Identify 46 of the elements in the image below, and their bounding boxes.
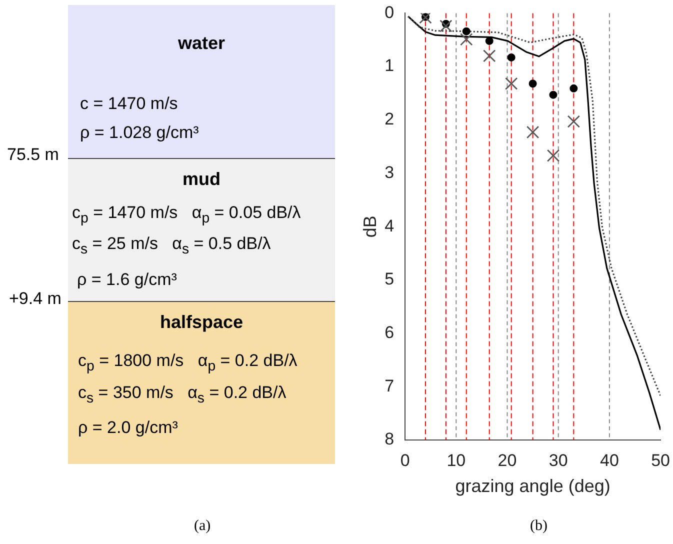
y-tick-label: 8 [384,430,394,449]
category-label: mud [182,169,222,190]
point [485,36,494,45]
point [440,20,452,32]
x-tick-label: 10 [446,450,466,470]
point [483,50,496,62]
x-tick-label: 40 [600,450,619,470]
y-tick-label: 0 [384,2,394,22]
text: c = 1470 m/s [80,94,178,113]
text: c$_{p}$ = 1470 m/s α$_{p}$ = 0.05 dB/λ [72,203,301,226]
y-tick-label: 6 [384,322,394,342]
y-tick-label: 4 [384,216,394,236]
point [460,32,473,46]
point [570,84,578,92]
y-tick-label: 1 [384,56,394,76]
y-tick-label: 3 [384,162,394,182]
y-tick-label: 2 [384,110,394,129]
text: ρ = 1.028 g/cm³ [80,123,199,142]
text: ρ = 1.6 g/cm³ [77,270,177,289]
text: c$_{s}$ = 25 m/s α$_{s}$ = 0.5 dB/λ [72,234,271,258]
point [507,53,516,62]
point [549,90,558,99]
point [546,149,560,162]
x-tick-label: 0 [400,450,410,470]
x-tick-label: 30 [548,450,568,470]
text: ρ = 2.0 g/cm³ [78,418,178,437]
x-tick-label: 20 [498,450,517,470]
point [504,77,518,90]
y-tick-label: 5 [384,270,394,289]
point [526,126,540,139]
category-label: water [176,33,226,54]
x-tick-label: 50 [651,450,670,470]
text: c$_{s}$ = 350 m/s α$_{s}$ = 0.2 dB/λ [78,383,286,406]
point [528,80,537,88]
y-tick-label: 7 [384,376,394,396]
text: 75.5 m [7,145,59,164]
point [419,13,432,24]
point [567,115,580,128]
text: +9.4 m [9,289,62,308]
y-axis-title: dB [360,216,380,238]
x-axis-title: grazing angle (deg) [455,476,610,496]
text: (b) [530,518,548,534]
point [462,27,470,36]
text: (a) [194,518,211,534]
text: c$_{p}$ = 1800 m/s α$_{p}$ = 0.2 dB/λ [78,351,298,374]
category-label: halfspace [158,312,244,333]
